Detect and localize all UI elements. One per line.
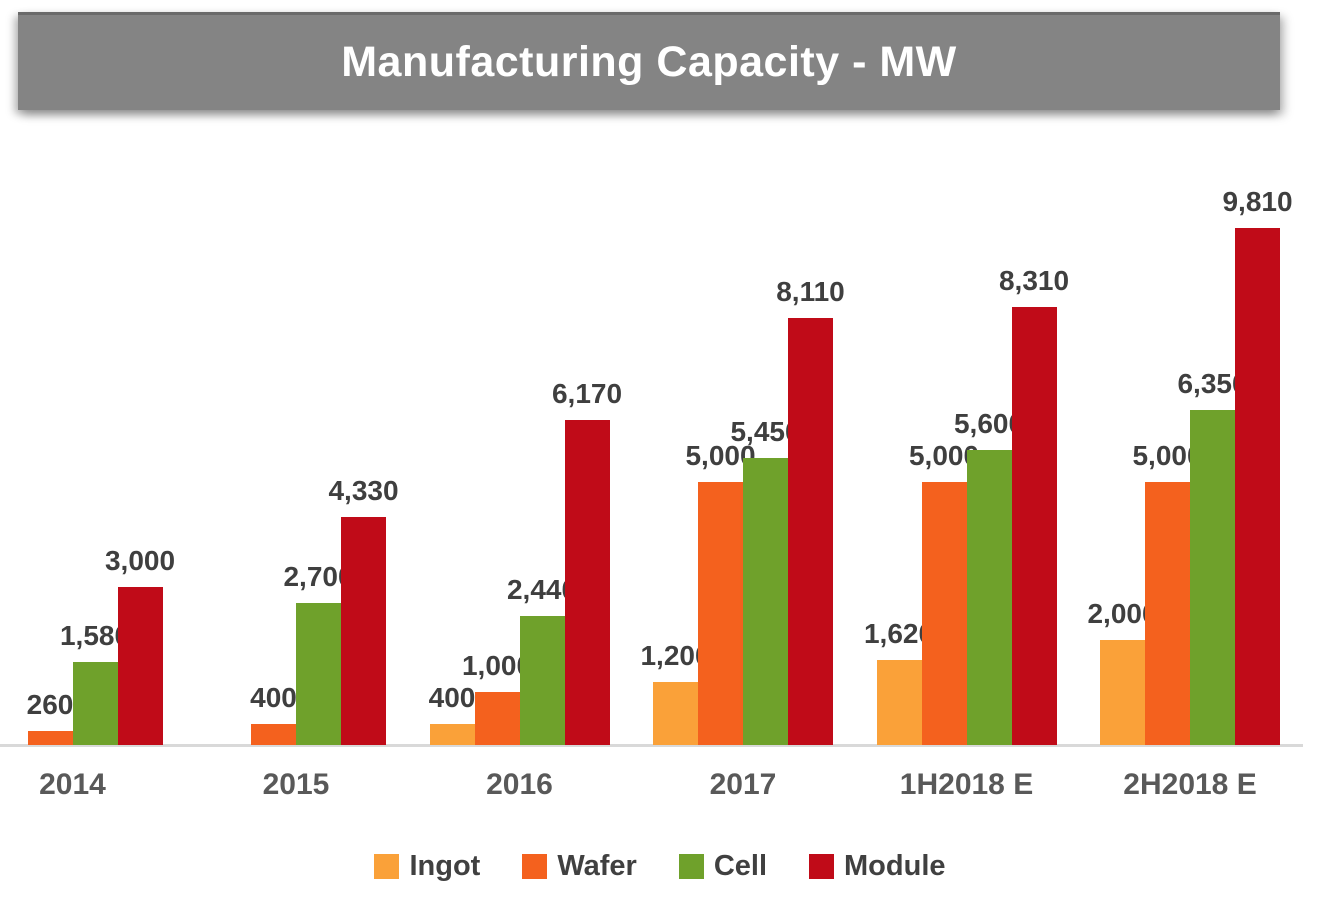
bar-cell-2016 (519, 616, 565, 745)
plot-area: 260 1,580 3,000 400 2,700 4,330 400 1,000 2,440 6… (0, 130, 1320, 747)
legend-swatch-icon (678, 853, 704, 879)
bar-module-1H2018E (1011, 307, 1057, 745)
bar-cell-2014 (72, 662, 118, 745)
x-axis-label-2016: 2016 (486, 768, 553, 801)
bar-value-label: 6,170 (551, 378, 623, 410)
bar-cell-2015 (296, 603, 341, 745)
bar-module-2H2018E (1235, 228, 1280, 745)
bar-ingot-2017 (653, 682, 698, 745)
legend: Ingot Wafer Cell Module (0, 846, 1320, 886)
bar-wafer-2016 (474, 692, 520, 745)
bar-ingot-2H2018E (1100, 640, 1145, 745)
bar-value-label: 8,110 (776, 276, 845, 308)
bar-cell-1H2018E (966, 450, 1012, 745)
bar-ingot-2016 (429, 724, 475, 745)
legend-label: Ingot (409, 849, 481, 882)
legend-label: Cell (713, 849, 768, 882)
x-axis-label-2015: 2015 (262, 768, 330, 801)
x-axis-label-1H2018E: 1H2018 E (899, 768, 1034, 801)
bar-module-2015 (341, 517, 386, 745)
chart-title-bar: Manufacturing Capacity - MW (18, 12, 1280, 110)
legend-item-cell: Cell (678, 849, 768, 883)
bar-wafer-2017 (698, 482, 743, 745)
bar-wafer-2H2018E (1145, 482, 1190, 745)
bar-cell-2017 (743, 458, 788, 745)
x-axis-label-2H2018E: 2H2018 E (1123, 768, 1257, 801)
legend-swatch-icon (374, 853, 400, 879)
bar-module-2014 (117, 587, 163, 745)
bar-value-label: 4,330 (328, 475, 399, 507)
legend-label: Module (844, 849, 946, 882)
x-axis-label-2017: 2017 (709, 768, 777, 801)
bar-cell-2H2018E (1190, 410, 1235, 745)
chart-title: Manufacturing Capacity - MW (341, 38, 957, 86)
x-axis-line (0, 744, 1303, 747)
bar-value-label: 8,310 (998, 265, 1070, 297)
bar-value-label: 400 (428, 682, 476, 714)
bar-value-label: 3,000 (104, 545, 176, 577)
legend-swatch-icon (522, 853, 548, 879)
bar-ingot-1H2018E (876, 660, 922, 745)
x-axis-label-2014: 2014 (39, 768, 106, 801)
legend-item-module: Module (809, 850, 946, 883)
bar-value-label: 400 (250, 682, 297, 714)
bar-value-label: 9,810 (1222, 186, 1293, 218)
bar-module-2016 (564, 420, 610, 745)
bar-module-2017 (788, 318, 833, 745)
bar-wafer-2015 (251, 724, 296, 745)
legend-swatch-icon (809, 853, 835, 879)
bar-value-label: 260 (26, 689, 74, 721)
legend-item-wafer: Wafer (522, 850, 637, 883)
legend-label: Wafer (557, 849, 637, 882)
bar-wafer-2014 (27, 731, 73, 745)
legend-item-ingot: Ingot (374, 850, 480, 883)
bar-wafer-1H2018E (921, 482, 967, 745)
